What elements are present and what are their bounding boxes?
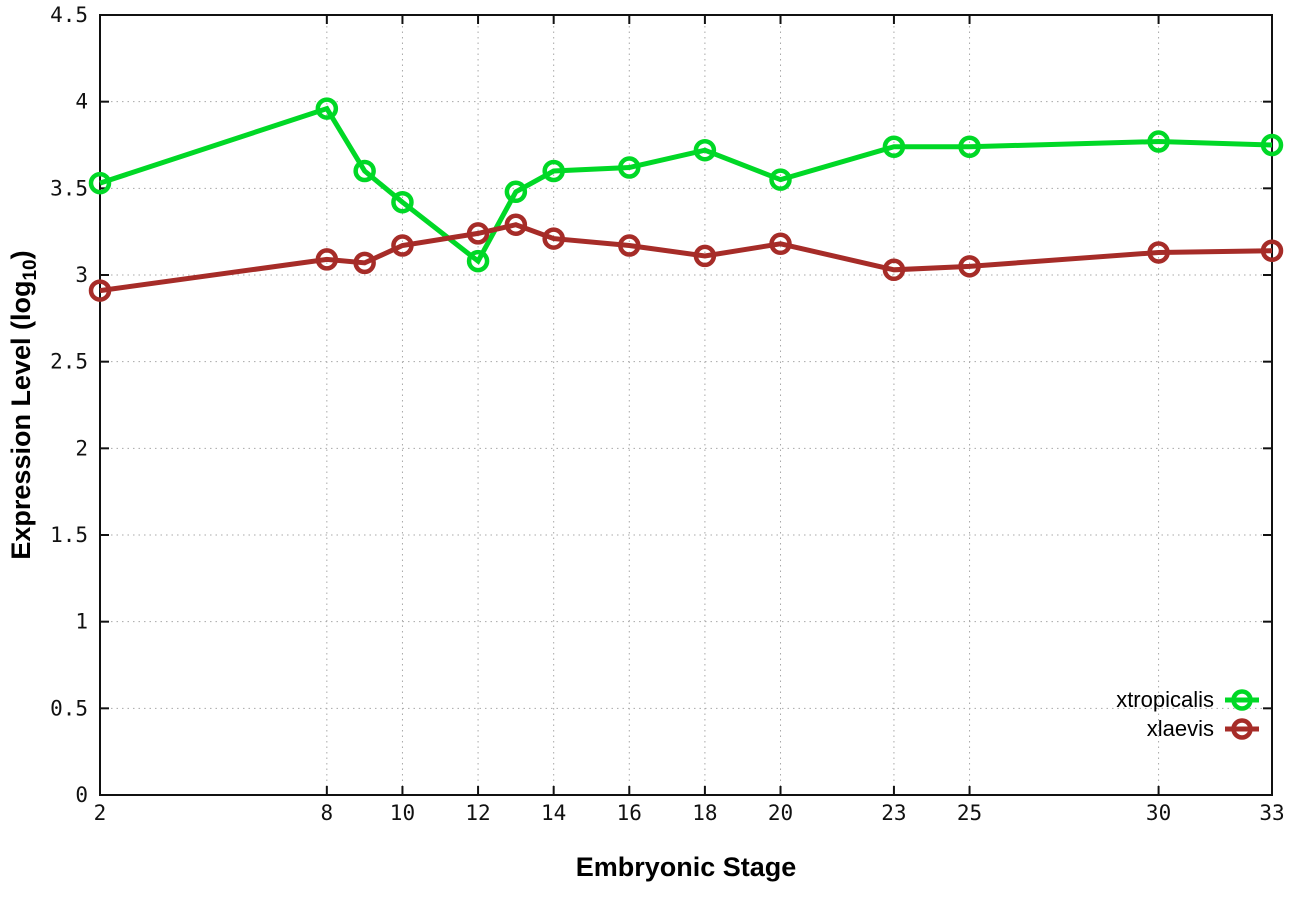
data-point-marker <box>1147 241 1170 264</box>
y-tick-label: 4 <box>75 90 88 114</box>
y-tick-label: 0 <box>75 783 88 807</box>
data-point-marker <box>391 234 414 257</box>
data-point-marker <box>1260 133 1284 157</box>
data-point-marker <box>958 135 981 158</box>
y-tick-label: 2 <box>75 436 88 460</box>
data-point-marker <box>466 249 490 273</box>
x-tick-label: 20 <box>768 801 793 825</box>
y-tick-label: 3 <box>75 263 88 287</box>
y-axis-title-text: Expression Level (log <box>5 280 36 560</box>
x-tick-label: 23 <box>881 801 906 825</box>
x-tick-label: 2 <box>94 801 107 825</box>
data-point-marker <box>542 159 565 183</box>
data-point-marker <box>693 138 717 162</box>
x-tick-label: 12 <box>465 801 490 825</box>
data-point-marker <box>769 168 792 191</box>
y-tick-label: 2.5 <box>50 350 88 374</box>
y-tick-label: 0.5 <box>50 696 88 720</box>
data-point-marker <box>466 222 490 245</box>
y-tick-label: 1 <box>75 610 88 634</box>
data-point-marker <box>88 279 112 302</box>
legend-label-xtropicalis: xtropicalis <box>1116 687 1214 712</box>
y-tick-label: 1.5 <box>50 523 88 547</box>
data-point-marker <box>958 255 981 278</box>
data-point-marker <box>353 159 376 183</box>
series-line-xtropicalis <box>99 105 1273 265</box>
y-axis-title-subscript: 10 <box>20 259 42 281</box>
legend-marker-xtropicalis-icon <box>1225 689 1259 711</box>
x-tick-label: 14 <box>541 801 566 825</box>
x-tick-label: 8 <box>321 801 334 825</box>
series-markers-xlaevis <box>88 213 1284 302</box>
x-tick-label: 16 <box>617 801 642 825</box>
y-tick-label: 4.5 <box>50 3 88 27</box>
plot-border <box>99 14 1273 796</box>
data-point-marker <box>1147 130 1170 153</box>
data-point-marker <box>391 190 414 214</box>
data-point-marker <box>882 258 906 282</box>
x-tick-label: 33 <box>1259 801 1284 825</box>
x-tick-label: 30 <box>1146 801 1171 825</box>
y-tick-labels: 0 0.5 1 1.5 2 2.5 3 3.5 4 4.5 <box>50 3 88 807</box>
legend-item-xlaevis: xlaevis <box>1147 716 1260 742</box>
data-point-marker <box>542 227 565 250</box>
legend-marker-xlaevis-icon <box>1225 718 1259 740</box>
data-point-marker <box>693 244 717 268</box>
x-tick-label: 18 <box>692 801 717 825</box>
data-point-marker <box>882 135 906 158</box>
y-axis-title-suffix: ) <box>5 250 36 260</box>
data-point-marker <box>618 234 641 257</box>
gridlines <box>100 15 1272 795</box>
data-point-marker <box>315 248 339 271</box>
series-markers-xtropicalis <box>88 97 1284 273</box>
data-point-marker <box>88 171 112 195</box>
data-point-marker <box>1260 239 1284 262</box>
data-point-marker <box>315 97 339 120</box>
x-axis-title: Embryonic Stage <box>575 852 797 882</box>
legend: xtropicalis xlaevis <box>1116 687 1260 742</box>
series-line-xlaevis <box>99 222 1273 294</box>
data-point-marker <box>769 232 792 256</box>
data-point-marker <box>353 251 376 275</box>
data-point-marker <box>618 156 641 179</box>
y-tick-label: 3.5 <box>50 176 88 200</box>
legend-item-xtropicalis: xtropicalis <box>1116 687 1260 713</box>
x-tick-label: 10 <box>390 801 415 825</box>
legend-label-xlaevis: xlaevis <box>1146 716 1214 741</box>
tick-marks <box>99 14 1273 796</box>
y-axis-title: Expression Level (log10) <box>6 250 42 559</box>
x-tick-labels: 2 8 10 12 14 16 18 20 23 25 30 33 <box>94 801 1285 825</box>
x-tick-label: 25 <box>957 801 982 825</box>
data-point-marker <box>504 213 528 236</box>
data-point-marker <box>504 180 528 204</box>
